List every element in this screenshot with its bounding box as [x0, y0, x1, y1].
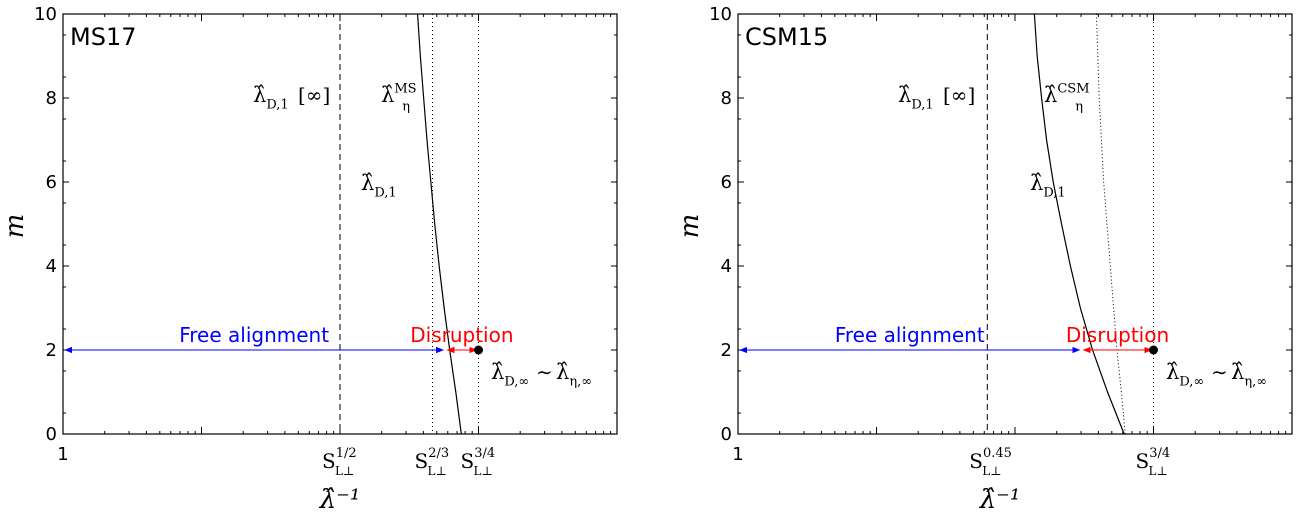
annotation-sim: ∼ [1211, 360, 1228, 384]
y-tick-label: 2 [46, 340, 57, 361]
annotation-lambda-eta-csm: λ̂CSM η [1044, 82, 1090, 115]
curve-disruption [416, 13, 462, 435]
y-axis-label: m [0, 214, 30, 239]
x-tick-label-s: S3/4 L⊥ [1136, 446, 1171, 478]
x-tick-label-s: S1/2 L⊥ [322, 446, 357, 478]
data-point [1149, 345, 1158, 355]
annotation-lambda-d-inf: λ̂D,∞ [491, 360, 529, 389]
free-alignment-label: Free alignment [179, 323, 329, 347]
x-tick-label-s: S3/4 L⊥ [461, 446, 496, 478]
x-axis-label: λ̂⁻¹ [319, 485, 361, 515]
annotation-lambda-d1-inf: λ̂D,1 [253, 83, 289, 112]
y-tick-label: 10 [709, 4, 732, 25]
panel-label: CSM15 [745, 23, 828, 51]
annotation-lambda-eta-inf: λ̂η,∞ [556, 360, 592, 389]
y-tick-label: 10 [34, 4, 57, 25]
x-tick-label-1: 1 [732, 444, 743, 465]
annotation-inf-bracket: [∞] [943, 83, 975, 107]
curve-eta [1095, 13, 1126, 435]
panel-ms17: 0 2 4 6 8 10 1 S1/2 L⊥ S2/3 L⊥ S3/4 L⊥ Free alignment… [0, 4, 618, 515]
panel-csm15: 0 2 4 6 8 10 1 S0.45 L⊥ S3/4 L⊥ Free alignment Disru… [675, 4, 1293, 515]
annotation-lambda-d1-inf: λ̂D,1 [898, 83, 934, 112]
plot-frame [737, 13, 1293, 435]
x-tick-label-1: 1 [57, 444, 68, 465]
annotation-lambda-eta-ms: λ̂MS η [381, 82, 417, 115]
y-tick-label: 2 [721, 340, 732, 361]
x-tick-label-s: S2/3 L⊥ [415, 446, 450, 478]
y-tick-label: 6 [46, 172, 57, 193]
x-axis-label: λ̂⁻¹ [979, 485, 1021, 515]
disruption-label: Disruption [1066, 323, 1169, 347]
y-axis-label: m [675, 214, 705, 239]
panel-label: MS17 [70, 23, 136, 51]
y-tick-label: 4 [721, 256, 732, 277]
curve-disruption [1033, 13, 1125, 435]
x-tick-label-s: S0.45 L⊥ [969, 446, 1012, 478]
data-point [474, 345, 483, 355]
annotation-inf-bracket: [∞] [298, 83, 330, 107]
annotation-lambda-d-inf: λ̂D,∞ [1166, 360, 1204, 389]
y-tick-label: 4 [46, 256, 57, 277]
free-alignment-label: Free alignment [835, 323, 985, 347]
disruption-label: Disruption [410, 323, 513, 347]
annotation-sim: ∼ [536, 360, 553, 384]
annotation-lambda-d1: λ̂D,1 [361, 171, 397, 200]
y-tick-label: 8 [721, 88, 732, 109]
y-tick-label: 0 [46, 424, 57, 445]
y-tick-label: 8 [46, 88, 57, 109]
annotation-lambda-eta-inf: λ̂η,∞ [1231, 360, 1267, 389]
y-tick-label: 6 [721, 172, 732, 193]
y-tick-label: 0 [721, 424, 732, 445]
annotation-lambda-d1: λ̂D,1 [1030, 171, 1066, 200]
